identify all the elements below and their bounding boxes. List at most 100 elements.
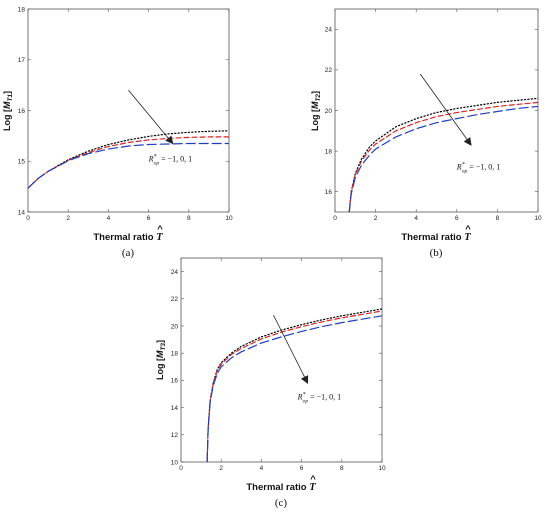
y-tick-label: 15 <box>18 159 26 166</box>
x-axis-label-text: Thermal ratio <box>246 482 309 493</box>
y-axis-label: Log [MT2] <box>310 91 322 131</box>
y-axis-label-suffix: ] <box>155 340 165 343</box>
x-axis-symbol-hat: ^ <box>310 474 316 485</box>
arrow-annotation <box>128 89 174 145</box>
x-tick-label: 0 <box>179 465 183 472</box>
y-tick-label: 22 <box>325 67 333 74</box>
annotation-sup: * <box>303 392 306 398</box>
y-tick-label: 10 <box>171 459 179 466</box>
series-line-2 <box>28 136 229 189</box>
annotation-sup: * <box>154 154 157 160</box>
plot-frame <box>27 8 230 213</box>
x-tick-label: 4 <box>260 465 264 472</box>
annotation-symbol: R <box>297 392 303 401</box>
y-tick-label: 24 <box>325 27 333 34</box>
y-axis-label-prefix: Log [ <box>2 109 12 131</box>
x-tick-label: 10 <box>534 215 542 222</box>
x-axis-label: Thermal ratio T <box>401 232 471 243</box>
series-line-3 <box>348 105 538 212</box>
annotation-value: = −1, 0, 1 <box>467 162 500 171</box>
y-tick-label: 12 <box>171 432 179 439</box>
x-axis-label: Thermal ratio T <box>93 232 163 243</box>
annotation-sub: op <box>154 160 160 166</box>
y-tick-label: 18 <box>18 6 26 13</box>
y-axis-label-sub: T1 <box>7 94 14 102</box>
x-tick-label: 0 <box>333 215 337 222</box>
y-tick-label: 18 <box>171 351 179 358</box>
series-group <box>206 308 382 462</box>
x-tick-label: 4 <box>414 215 418 222</box>
x-tick-label: 8 <box>187 215 191 222</box>
series-line-1 <box>206 308 382 462</box>
arrow-annotation <box>419 73 472 146</box>
annotation-sup: * <box>462 162 465 168</box>
series-line-2 <box>348 101 538 212</box>
x-axis-symbol: T <box>464 232 471 243</box>
y-tick-label: 18 <box>325 148 333 155</box>
x-tick-label: 2 <box>66 215 70 222</box>
x-tick-label: 0 <box>26 215 30 222</box>
y-tick-label: 14 <box>171 405 179 412</box>
y-axis-label-symbol: M <box>310 101 320 109</box>
x-axis-label: Thermal ratio T <box>246 482 316 493</box>
x-tick-label: 6 <box>147 215 151 222</box>
arrow-annotation <box>273 314 309 385</box>
annotation-label: R* op = −1, 0, 1 <box>148 154 193 167</box>
annotation-value: = −1, 0, 1 <box>308 392 341 401</box>
x-axis-symbol-hat: ^ <box>157 224 163 235</box>
y-axis-label-sub: T2 <box>315 94 322 102</box>
y-axis-label-sub: T3 <box>160 343 167 351</box>
x-tick-label: 8 <box>496 215 500 222</box>
y-axis-label-suffix: ] <box>310 91 320 94</box>
y-tick-label: 14 <box>18 209 26 216</box>
x-axis-label-text: Thermal ratio <box>401 232 464 243</box>
x-axis-symbol: T <box>309 482 316 493</box>
x-tick-label: 4 <box>107 215 111 222</box>
y-tick-label: 17 <box>18 57 26 64</box>
chart-panel-1: 0 2 4 6 8 10 14 15 16 17 18 R* op = −1, 0, 1 Thermal … <box>2 6 233 259</box>
y-axis-label-prefix: Log [ <box>310 109 320 131</box>
y-axis-label-suffix: ] <box>2 91 12 94</box>
series-line-2 <box>206 310 382 462</box>
y-axis-label-prefix: Log [ <box>155 358 165 380</box>
y-tick-label: 16 <box>325 189 333 196</box>
series-line-3 <box>206 315 382 462</box>
plot-frame <box>180 257 383 463</box>
x-tick-label: 10 <box>378 465 386 472</box>
annotation-value: = −1, 0, 1 <box>159 154 192 163</box>
y-tick-label: 24 <box>171 269 179 276</box>
y-tick-label: 22 <box>171 296 179 303</box>
y-tick-label: 20 <box>171 323 179 330</box>
x-tick-label: 10 <box>225 215 233 222</box>
series-line-1 <box>28 130 229 189</box>
y-tick-label: 16 <box>171 378 179 385</box>
series-group <box>348 97 538 212</box>
x-axis-symbol: T <box>156 232 163 243</box>
panel-label: (a) <box>122 247 135 259</box>
annotation-symbol: R <box>456 162 462 171</box>
annotation-label: R* op = −1, 0, 1 <box>456 162 501 175</box>
series-group <box>28 130 229 189</box>
x-tick-label: 2 <box>374 215 378 222</box>
x-tick-label: 8 <box>340 465 344 472</box>
annotation-label: R* op = −1, 0, 1 <box>297 392 342 405</box>
y-tick-label: 20 <box>325 108 333 115</box>
series-line-3 <box>28 142 229 189</box>
x-axis-symbol-hat: ^ <box>465 224 471 235</box>
annotation-symbol: R <box>148 154 154 163</box>
x-tick-label: 2 <box>219 465 223 472</box>
y-tick-label: 16 <box>18 108 26 115</box>
panel-label: (c) <box>275 497 288 509</box>
x-tick-label: 6 <box>455 215 459 222</box>
x-axis-label-text: Thermal ratio <box>93 232 156 243</box>
x-tick-label: 6 <box>300 465 304 472</box>
y-axis-label-symbol: M <box>155 350 165 358</box>
panel-label: (b) <box>430 247 443 259</box>
y-axis-label: Log [MT3] <box>155 340 167 380</box>
y-axis-label-symbol: M <box>2 101 12 109</box>
y-axis-label: Log [MT1] <box>2 91 14 131</box>
annotation-sub: op <box>462 168 468 174</box>
